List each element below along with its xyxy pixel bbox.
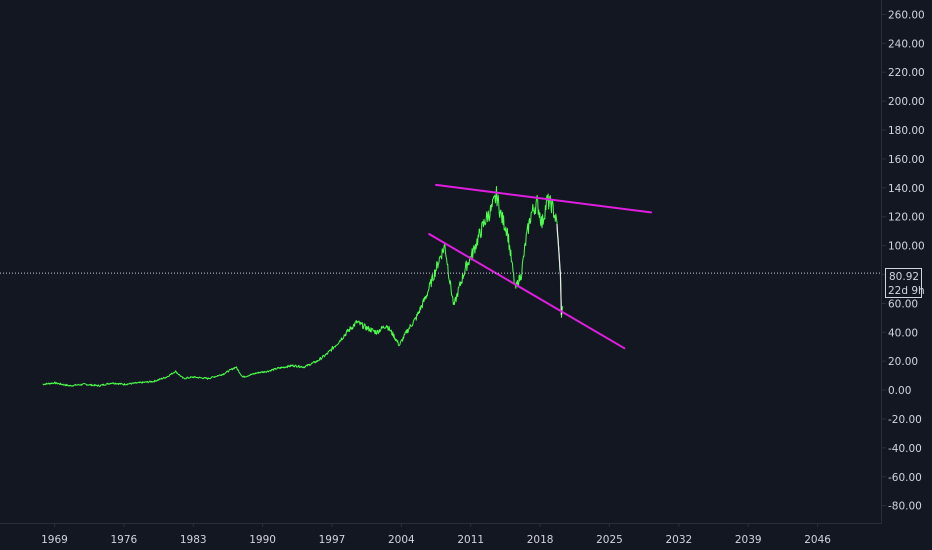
x-tick-label: 2018 [527, 534, 554, 546]
x-tick-label: 1969 [41, 534, 68, 546]
x-tick-label: 2032 [665, 534, 692, 546]
x-tick-label: 1997 [319, 534, 346, 546]
y-tick-label: 220.00 [888, 67, 925, 79]
y-axis-panel[interactable] [882, 0, 932, 523]
trendline[interactable] [428, 233, 626, 350]
current-price-box [885, 268, 922, 298]
x-axis-panel[interactable] [0, 524, 882, 550]
y-tick-label: -40.00 [888, 443, 922, 455]
y-tick-label: -80.00 [888, 501, 922, 513]
x-tick-label: 2025 [596, 534, 623, 546]
y-tick-label: 160.00 [888, 154, 925, 166]
price-series-line [42, 185, 564, 387]
x-tick-label: 1990 [249, 534, 276, 546]
x-tick-label: 2011 [457, 534, 484, 546]
y-tick-label: 100.00 [888, 241, 925, 253]
current-price-value: 80.92 [889, 271, 919, 283]
y-tick-label: -20.00 [888, 414, 922, 426]
x-tick-label: 1983 [180, 534, 207, 546]
x-tick-label: 1976 [111, 534, 138, 546]
x-tick-label: 2046 [804, 534, 831, 546]
y-tick-label: 120.00 [888, 212, 925, 224]
current-price-label: 80.92 22d 9h [885, 268, 925, 298]
trendline-layer[interactable] [428, 183, 653, 350]
x-tick-label: 2039 [735, 534, 762, 546]
y-tick-label: -60.00 [888, 472, 922, 484]
y-tick-label: 60.00 [888, 298, 918, 310]
x-axis-ticks: 1969 1976 1983 1990 1997 2004 2011 2018 2025 2032… [41, 523, 831, 546]
latest-sell-off-wick [556, 223, 563, 315]
series-layer [42, 185, 564, 387]
y-tick-label: 240.00 [888, 38, 925, 50]
y-tick-label: 180.00 [888, 125, 925, 137]
y-tick-label: 260.00 [888, 9, 925, 21]
y-tick-label: 40.00 [888, 327, 918, 339]
y-tick-label: 140.00 [888, 183, 925, 195]
y-tick-label: 200.00 [888, 96, 925, 108]
y-tick-label: 20.00 [888, 356, 918, 368]
y-tick-label: 0.00 [888, 385, 911, 397]
x-tick-label: 2004 [388, 534, 415, 546]
bar-countdown: 22d 9h [888, 285, 925, 297]
trendline[interactable] [435, 183, 653, 214]
